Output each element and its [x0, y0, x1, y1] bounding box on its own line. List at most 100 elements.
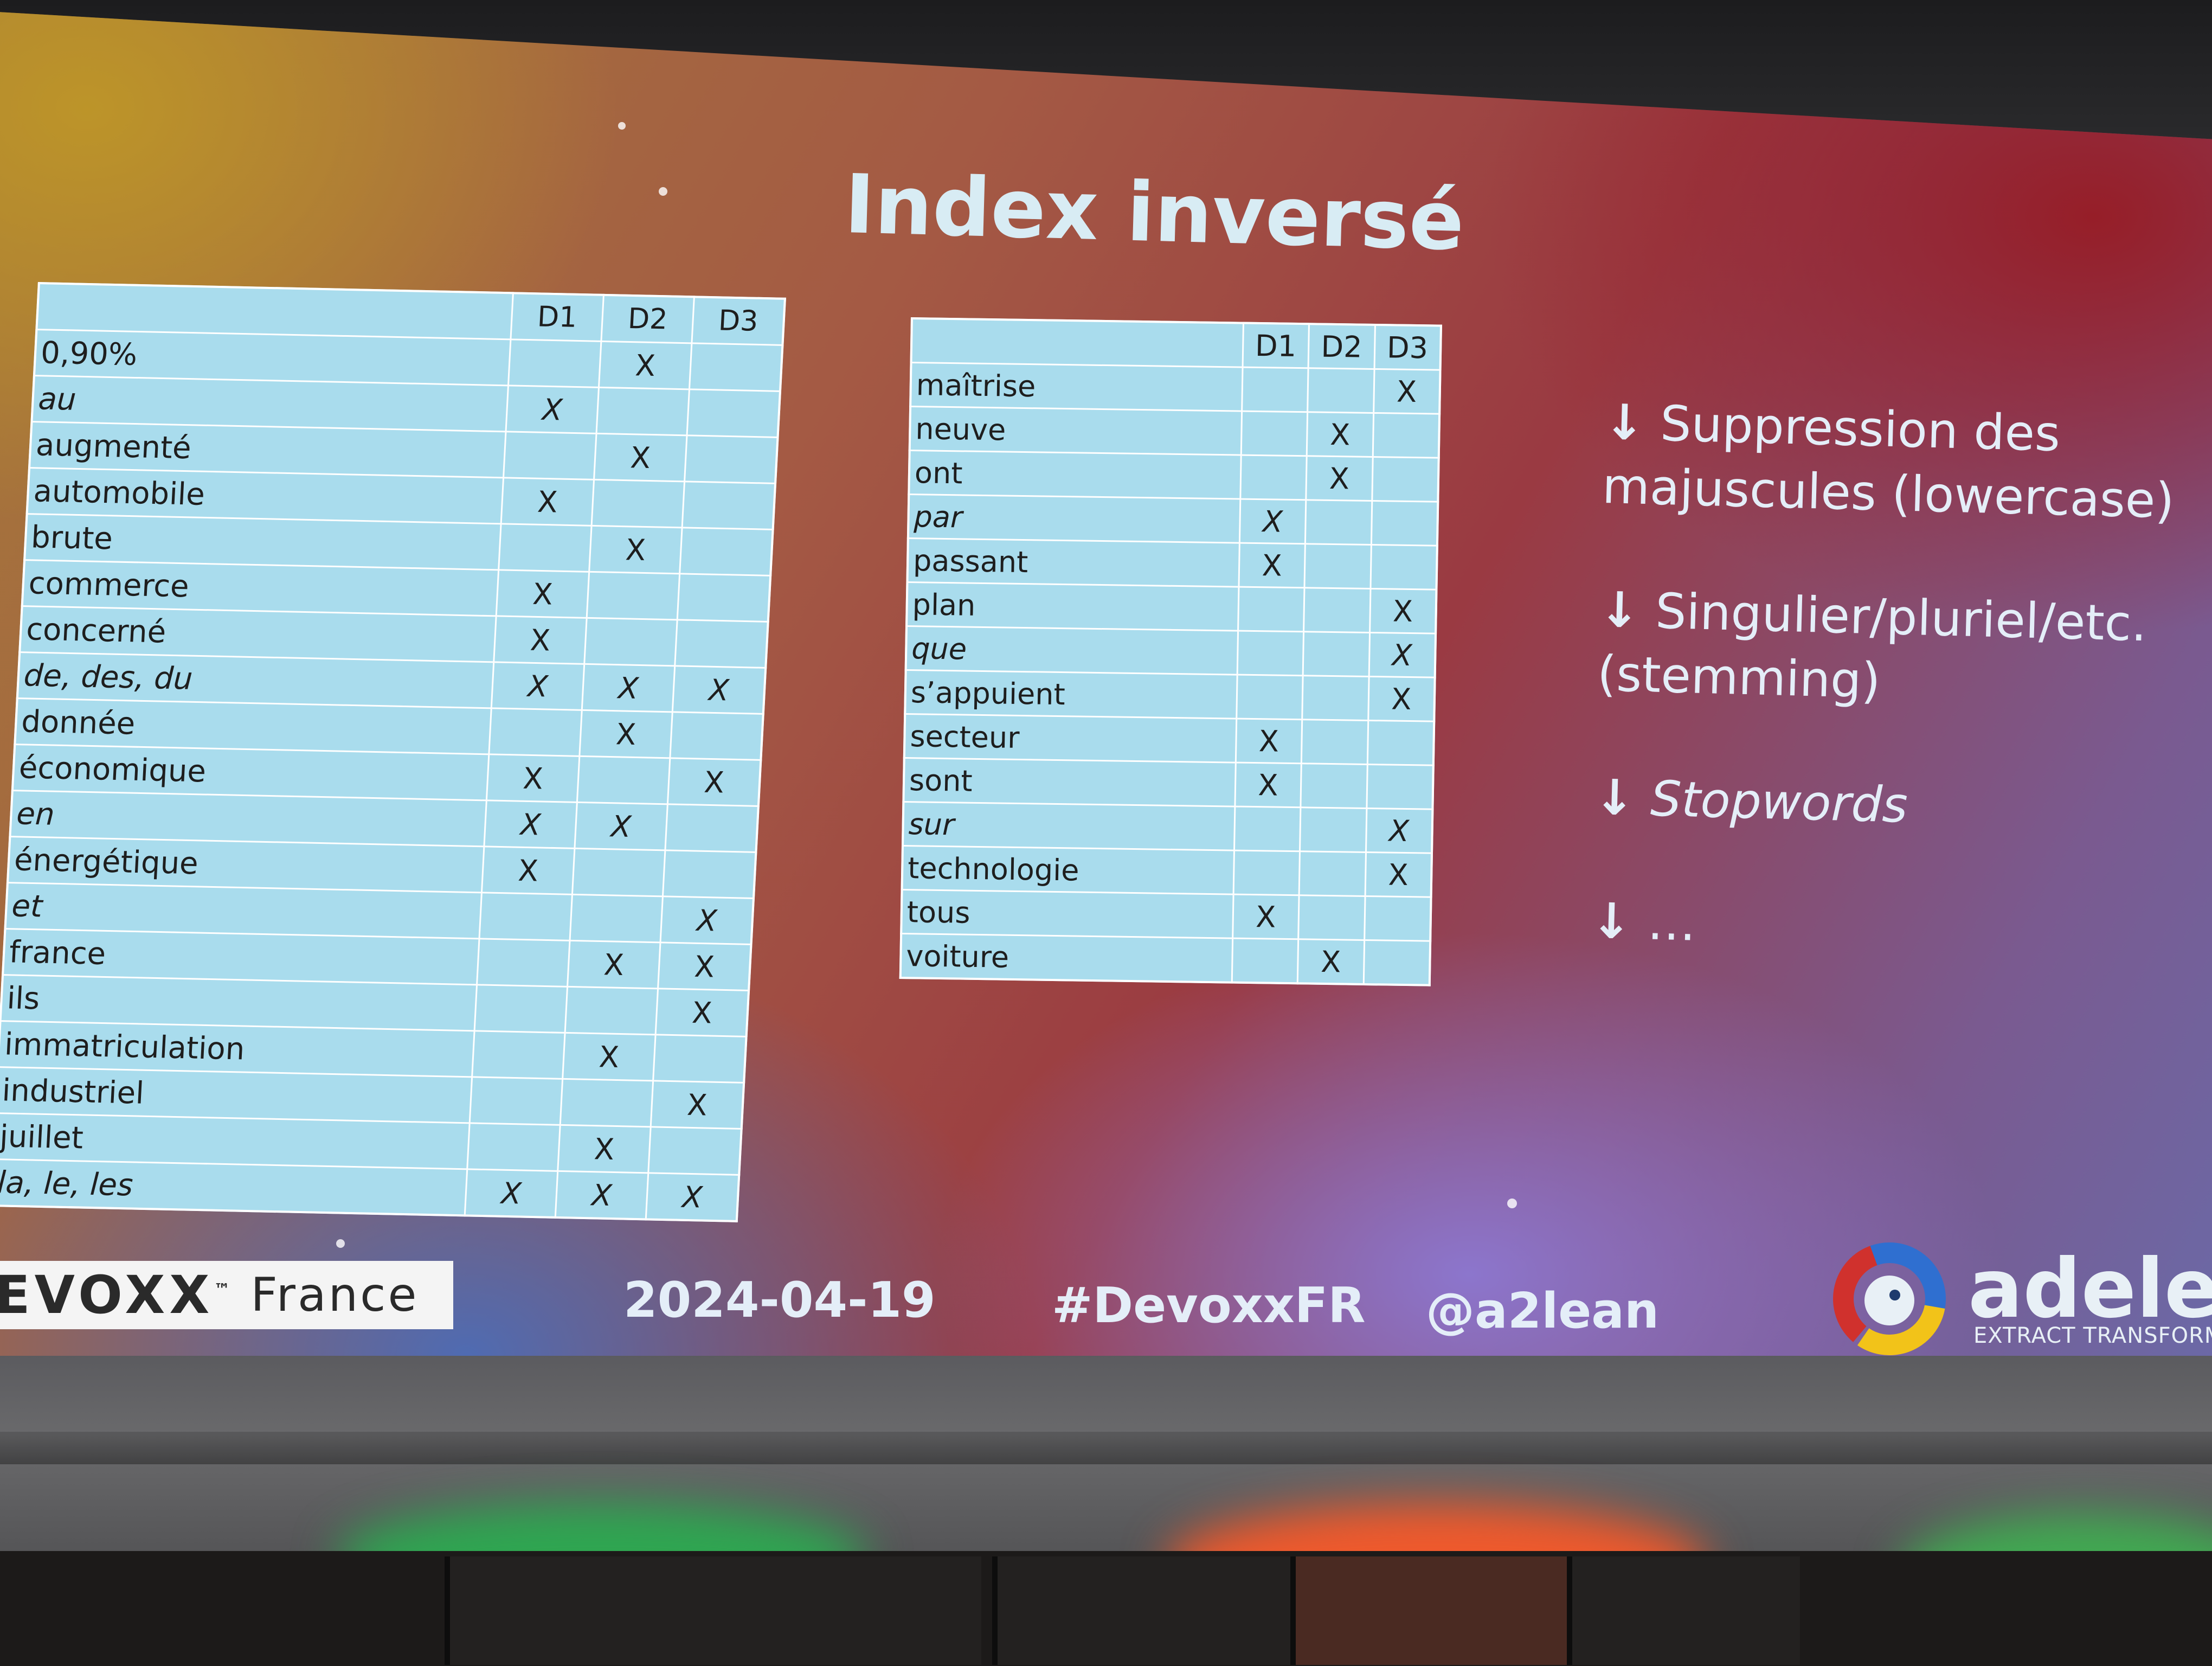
dust-speck [659, 187, 667, 196]
d3-cell: X [1369, 588, 1437, 634]
d3-cell [687, 389, 780, 438]
d2-cell [577, 756, 670, 804]
d2-cell [1298, 895, 1365, 940]
d3-cell [682, 481, 776, 530]
bullet-text: Stopwords [1649, 770, 1908, 834]
d1-cell: X [481, 846, 575, 895]
d1-cell: X [484, 800, 577, 849]
d2-cell [1303, 587, 1371, 633]
table-row: secteur X [904, 714, 1435, 766]
d2-cell [565, 986, 658, 1035]
table-row: s’appuient X [905, 670, 1435, 722]
d3-cell [663, 850, 756, 899]
table-row: tous X [901, 889, 1431, 941]
d1-cell [470, 1077, 563, 1125]
d2-cell: X [1306, 456, 1373, 501]
stage-panel [445, 1556, 981, 1665]
d3-cell: X [651, 1080, 744, 1129]
bullet-list: ↓ Suppression des majuscules (lowercase)… [1589, 390, 2201, 1028]
adelean-logo-icon [1833, 1242, 1946, 1355]
d3-cell: X [1368, 676, 1435, 722]
bullet-item: ↓ Suppression des majuscules (lowercase) [1602, 390, 2201, 534]
table-row: sont X [903, 758, 1433, 810]
table-row: par X [908, 494, 1438, 546]
term-cell: sont [903, 758, 1236, 807]
d2-cell [1301, 719, 1368, 765]
devoxx-logo-text: EVOXX [0, 1265, 214, 1325]
d2-cell [591, 479, 685, 528]
d3-cell [1370, 544, 1437, 590]
down-arrow-icon: ↓ [1598, 581, 1641, 639]
d2-cell: X [589, 526, 683, 574]
header-term-cell [911, 318, 1244, 368]
d1-cell [1240, 411, 1308, 456]
d2-cell [570, 894, 663, 943]
d3-cell [665, 804, 758, 853]
d3-cell [1371, 501, 1438, 546]
term-cell: passant [907, 538, 1240, 587]
d1-cell [467, 1123, 561, 1171]
d2-cell: X [579, 710, 673, 758]
wall [0, 1356, 2212, 1562]
bullet-text: Singulier/pluriel/etc. (stemming) [1596, 582, 2148, 710]
slide-date: 2024-04-19 [623, 1272, 936, 1329]
down-arrow-icon: ↓ [1593, 768, 1636, 827]
term-cell: technologie [902, 845, 1234, 895]
d3-cell [689, 343, 783, 392]
d1-cell: X [1234, 762, 1302, 808]
term-cell: tous [901, 889, 1233, 939]
d3-cell [1372, 457, 1439, 502]
d1-cell [508, 339, 601, 388]
d2-cell: X [1307, 412, 1374, 457]
d3-cell: X [1365, 852, 1432, 898]
d3-cell [1367, 720, 1435, 766]
trademark-mark: ™ [214, 1280, 235, 1299]
dust-speck [1507, 1199, 1517, 1208]
table-row: voiture X [900, 933, 1431, 985]
d3-cell [674, 619, 768, 668]
d2-cell: X [555, 1171, 648, 1220]
d1-cell [472, 1030, 565, 1079]
header-d1: D1 [1242, 323, 1309, 368]
d3-cell [1366, 764, 1433, 810]
d3-cell: X [660, 896, 754, 945]
d1-cell [488, 708, 582, 757]
down-arrow-icon: ↓ [1590, 892, 1633, 951]
d1-cell: X [1238, 543, 1306, 588]
d1-cell [474, 984, 568, 1033]
term-cell: que [905, 626, 1238, 675]
table-header-row: D1 D2 D3 [911, 318, 1441, 370]
stage-panel [1290, 1556, 1567, 1665]
d2-cell: X [567, 940, 661, 989]
d2-cell: X [562, 1033, 656, 1081]
d2-cell: X [557, 1125, 651, 1173]
term-cell: secteur [904, 714, 1237, 763]
d3-cell: X [658, 942, 751, 991]
devoxx-wordmark: EVOXX™ [0, 1265, 234, 1325]
header-d3: D3 [691, 297, 785, 345]
term-cell: ont [909, 450, 1241, 499]
d2-cell [1302, 675, 1369, 721]
d3-cell [679, 527, 773, 576]
term-cell: neuve [909, 406, 1242, 456]
d3-cell [653, 1034, 747, 1083]
dust-speck [336, 1239, 345, 1248]
d2-cell: X [594, 433, 687, 482]
d1-cell [1237, 631, 1304, 676]
d3-cell: X [1368, 632, 1436, 678]
d2-cell [596, 387, 690, 435]
d3-cell [670, 712, 763, 760]
d2-cell [1303, 631, 1370, 677]
d2-cell [1299, 851, 1366, 896]
table-row: ont X [909, 450, 1439, 502]
header-d2: D2 [1308, 324, 1375, 369]
term-cell: par [908, 494, 1240, 543]
d1-cell: X [496, 569, 589, 618]
table-row: passant X [907, 538, 1437, 590]
d1-cell [477, 938, 570, 987]
d1-cell: X [506, 385, 599, 434]
d3-cell: X [646, 1172, 740, 1221]
term-cell: maîtrise [910, 362, 1243, 412]
